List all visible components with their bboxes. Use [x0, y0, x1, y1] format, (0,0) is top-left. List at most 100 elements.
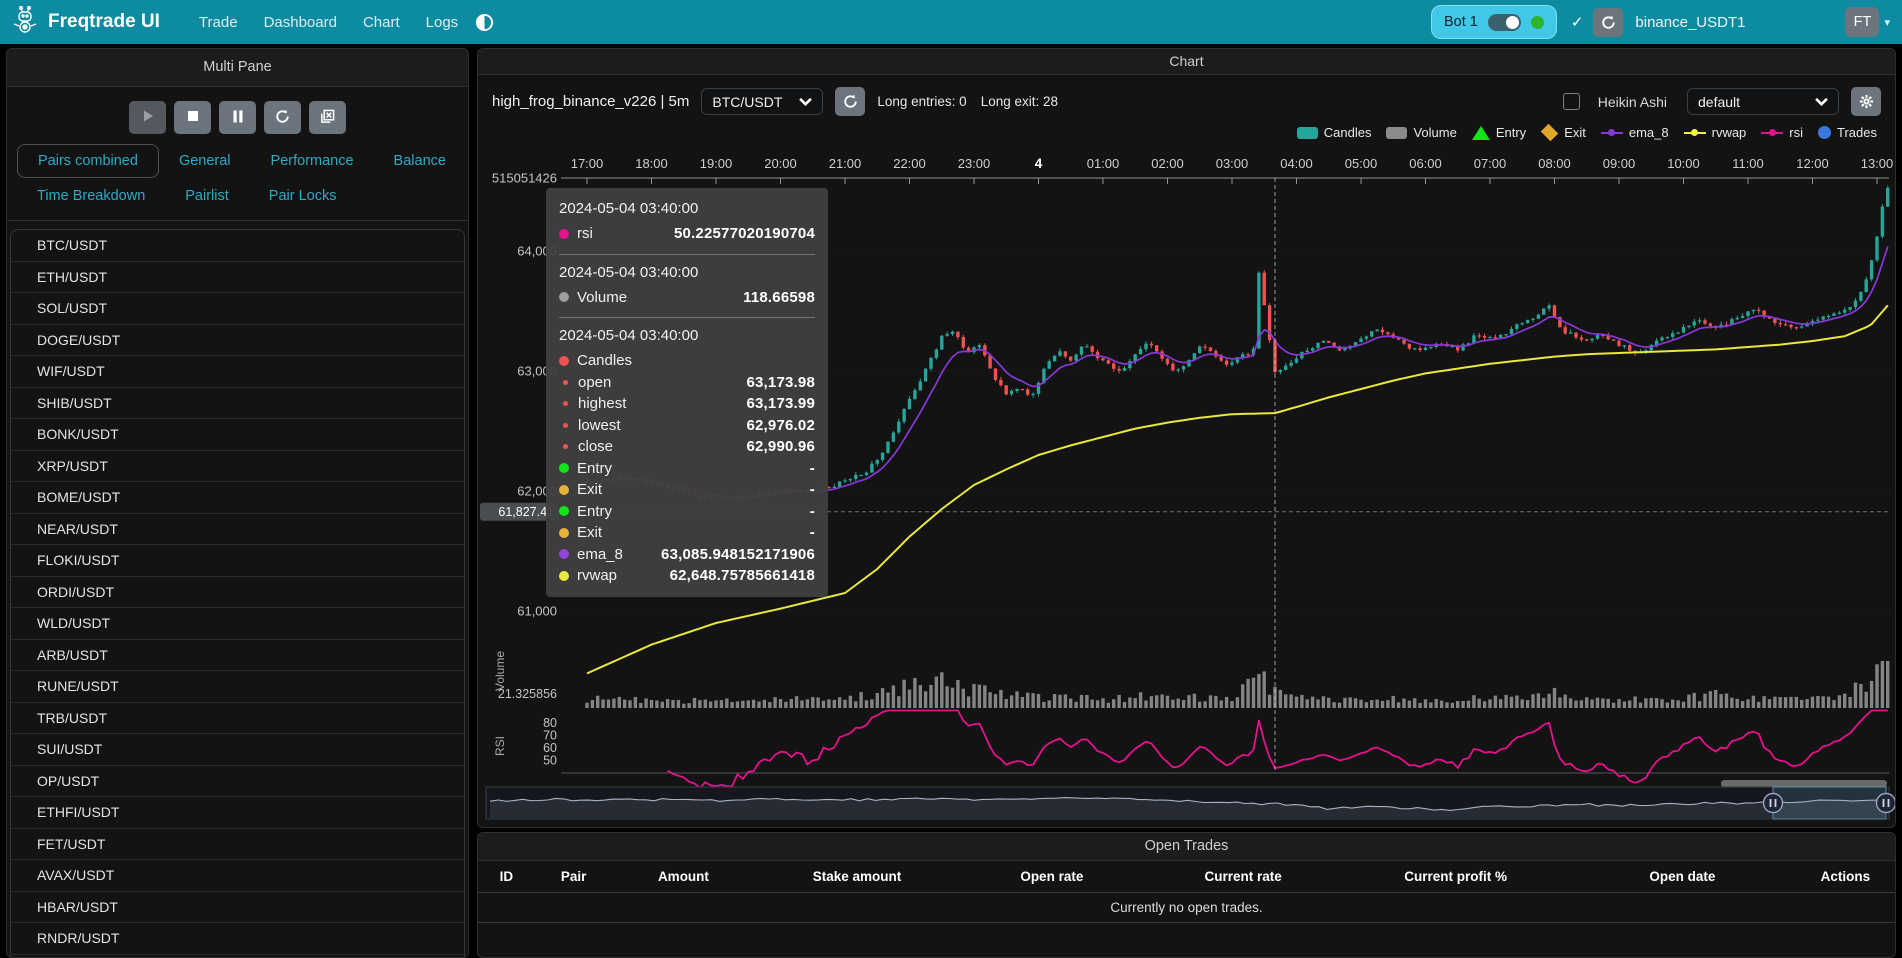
- sidebar-title: Multi Pane: [7, 49, 468, 87]
- pair-item-shib[interactable]: SHIB/USDT: [11, 388, 464, 419]
- pair-item-bonk[interactable]: BONK/USDT: [11, 419, 464, 451]
- refresh-button[interactable]: [264, 101, 301, 134]
- pair-select[interactable]: BTC/USDT: [701, 88, 824, 115]
- pair-item-sol[interactable]: SOL/USDT: [11, 293, 464, 325]
- pair-item-eth[interactable]: ETH/USDT: [11, 262, 464, 293]
- pair-item-hbar[interactable]: HBAR/USDT: [11, 892, 464, 923]
- nav-item-logs[interactable]: Logs: [425, 13, 459, 31]
- svg-text:4: 4: [1035, 156, 1043, 171]
- svg-text:19:00: 19:00: [700, 156, 733, 171]
- pair-item-trb[interactable]: TRB/USDT: [11, 703, 464, 734]
- tab-performance[interactable]: Performance: [270, 153, 354, 169]
- legend-item-ema_8[interactable]: ema_8: [1600, 125, 1669, 140]
- datazoom-selected-window[interactable]: [1772, 786, 1887, 820]
- avatar[interactable]: FT: [1845, 7, 1880, 37]
- bot-toggle[interactable]: [1487, 13, 1521, 31]
- svg-text:10:00: 10:00: [1667, 156, 1700, 171]
- tooltip-row-volume: Volume 118.66598: [559, 287, 815, 309]
- svg-text:60: 60: [543, 741, 557, 755]
- long-exits-count: Long exit: 28: [980, 94, 1058, 109]
- chart-legend: Candles Volume Entry Exit ema_8 rvwap rsi Trade…: [1296, 123, 1877, 142]
- pair-item-near[interactable]: NEAR/USDT: [11, 514, 464, 545]
- chart-title: Chart: [478, 49, 1895, 75]
- pair-item-btc[interactable]: BTC/USDT: [11, 230, 464, 262]
- pair-item-rndr[interactable]: RNDR/USDT: [11, 923, 464, 955]
- empty-trades-row: Currently no open trades.: [478, 893, 1895, 923]
- svg-text:07:00: 07:00: [1474, 156, 1507, 171]
- pair-item-ar[interactable]: AR/USDT: [11, 955, 464, 958]
- tooltip-row-close: close 62,990.96: [559, 436, 815, 458]
- play-icon: [141, 109, 155, 126]
- theme-toggle-icon[interactable]: [475, 13, 494, 32]
- rsi-line-icon: [1761, 129, 1784, 136]
- pair-item-rune[interactable]: RUNE/USDT: [11, 671, 464, 703]
- datazoom-scrollbar[interactable]: [1721, 780, 1887, 787]
- heikin-ashi-label: Heikin Ashi: [1597, 93, 1667, 110]
- column-header-stake-amount: Stake amount: [812, 869, 902, 884]
- gear-icon: [1859, 94, 1873, 109]
- pair-item-ethfi[interactable]: ETHFI/USDT: [11, 797, 464, 829]
- pair-item-doge[interactable]: DOGE/USDT: [11, 325, 464, 356]
- brand[interactable]: Freqtrade UI: [12, 4, 160, 40]
- pair-item-floki[interactable]: FLOKI/USDT: [11, 545, 464, 577]
- stop-button[interactable]: [174, 101, 211, 134]
- tab-pairlist[interactable]: Pairlist: [185, 188, 229, 204]
- svg-text:13:00: 13:00: [1861, 156, 1894, 171]
- pair-item-ordi[interactable]: ORDI/USDT: [11, 577, 464, 608]
- svg-text:61,827.41: 61,827.41: [498, 505, 554, 519]
- pair-item-wif[interactable]: WIF/USDT: [11, 356, 464, 388]
- column-header-current-profit--: Current profit %: [1404, 869, 1508, 884]
- column-header-id: ID: [499, 869, 514, 884]
- svg-text:03:00: 03:00: [1216, 156, 1249, 171]
- tab-pairs-combined[interactable]: Pairs combined: [17, 144, 159, 178]
- open-trades-title: Open Trades: [478, 833, 1895, 861]
- datazoom-slider[interactable]: [485, 780, 1896, 820]
- chevron-down-icon[interactable]: ▾: [1884, 16, 1890, 29]
- legend-item-entry[interactable]: Entry: [1471, 125, 1526, 140]
- tab-pair-locks[interactable]: Pair Locks: [268, 188, 337, 204]
- pair-item-xrp[interactable]: XRP/USDT: [11, 451, 464, 482]
- svg-text:50: 50: [543, 754, 557, 768]
- chart-refresh-button[interactable]: [835, 87, 866, 116]
- bot-name: Bot 1: [1443, 14, 1478, 30]
- pause-icon: [232, 110, 244, 126]
- chart-canvas[interactable]: Candles Volume Entry Exit ema_8 rvwap rsi Trade…: [478, 123, 1896, 827]
- ema_8-line-icon: [1600, 129, 1623, 136]
- close-all-button[interactable]: [309, 101, 346, 134]
- pair-item-sui[interactable]: SUI/USDT: [11, 734, 464, 766]
- pair-item-wld[interactable]: WLD/USDT: [11, 608, 464, 640]
- nav-item-chart[interactable]: Chart: [362, 13, 400, 31]
- pause-button[interactable]: [219, 101, 256, 134]
- svg-text:05:00: 05:00: [1345, 156, 1378, 171]
- pair-item-op[interactable]: OP/USDT: [11, 766, 464, 797]
- pair-item-arb[interactable]: ARB/USDT: [11, 640, 464, 671]
- svg-text:17:00: 17:00: [571, 156, 604, 171]
- plot-config-select[interactable]: default: [1687, 88, 1839, 115]
- tab-time-breakdown[interactable]: Time Breakdown: [37, 188, 146, 204]
- legend-item-volume[interactable]: Volume: [1386, 125, 1457, 140]
- tooltip-row-entry: Entry -: [559, 501, 815, 523]
- legend-item-trades[interactable]: Trades: [1818, 125, 1877, 140]
- volume-bars: [585, 661, 1890, 708]
- legend-item-rvwap[interactable]: rvwap: [1683, 125, 1746, 140]
- reload-bot-button[interactable]: [1593, 7, 1624, 37]
- chart-settings-button[interactable]: [1851, 87, 1881, 116]
- heikin-ashi-checkbox[interactable]: [1562, 93, 1580, 110]
- nav-item-dashboard[interactable]: Dashboard: [263, 13, 337, 31]
- legend-item-candles[interactable]: Candles: [1296, 125, 1371, 140]
- legend-item-rsi[interactable]: rsi: [1761, 125, 1803, 140]
- svg-text:04:00: 04:00: [1280, 156, 1313, 171]
- entry-triangle-icon: [1471, 125, 1490, 140]
- pair-item-bome[interactable]: BOME/USDT: [11, 482, 464, 514]
- play-button[interactable]: [129, 101, 166, 134]
- tab-balance[interactable]: Balance: [393, 153, 446, 169]
- tooltip-row-highest: highest 63,173.99: [559, 393, 815, 415]
- legend-item-exit[interactable]: Exit: [1540, 123, 1586, 142]
- nav-item-trade[interactable]: Trade: [198, 13, 238, 31]
- pair-item-fet[interactable]: FET/USDT: [11, 829, 464, 860]
- chart-tooltip: 2024-05-04 03:40:00 rsi 50.22577020190704 2…: [546, 188, 828, 597]
- tab-general[interactable]: General: [178, 153, 231, 169]
- datazoom-handle-right[interactable]: [1875, 792, 1896, 814]
- pair-item-avax[interactable]: AVAX/USDT: [11, 860, 464, 892]
- datazoom-handle-left[interactable]: [1762, 792, 1784, 814]
